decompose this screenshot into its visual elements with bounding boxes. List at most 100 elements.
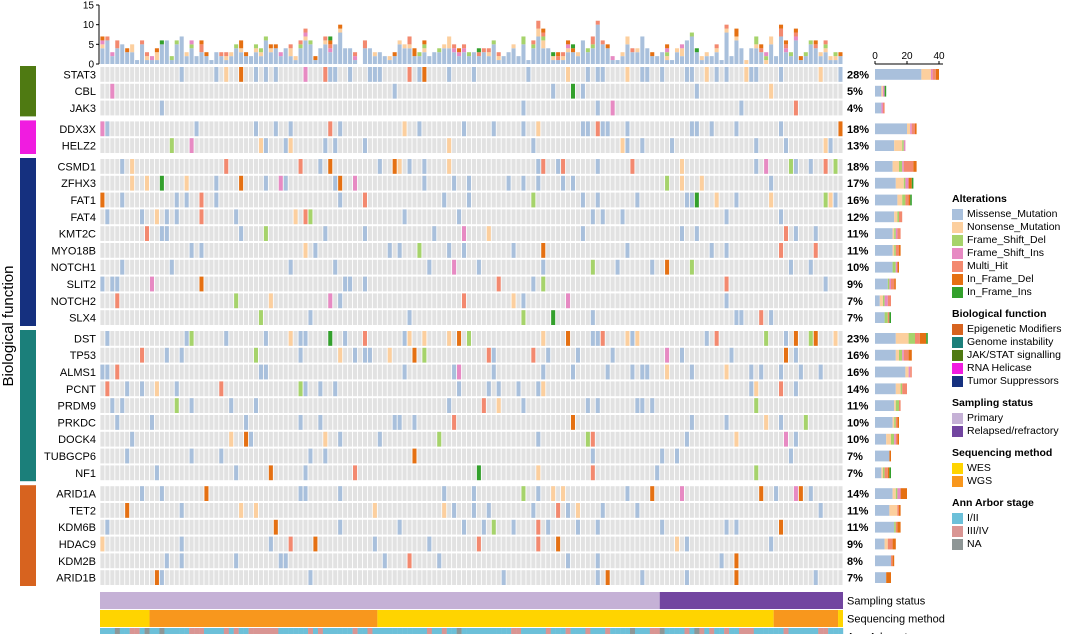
mutation-cell bbox=[734, 192, 739, 208]
top-bar-segment bbox=[665, 44, 670, 49]
group-bar-genome-instability bbox=[20, 330, 36, 482]
grid-cell bbox=[561, 503, 566, 518]
grid-cell bbox=[298, 209, 303, 225]
top-bar-segment bbox=[199, 44, 204, 53]
grid-cell bbox=[556, 226, 561, 241]
grid-cell bbox=[714, 570, 719, 585]
grid-cell bbox=[328, 138, 333, 153]
grid-cell bbox=[610, 192, 615, 208]
grid-cell bbox=[283, 519, 288, 535]
grid-cell bbox=[382, 519, 387, 535]
grid-cell bbox=[679, 553, 684, 569]
grid-cell bbox=[362, 503, 367, 518]
grid-cell bbox=[164, 448, 169, 464]
grid-cell bbox=[783, 448, 789, 464]
grid-cell bbox=[774, 331, 779, 346]
grid-cell bbox=[665, 503, 670, 518]
grid-cell bbox=[457, 226, 462, 241]
grid-cell bbox=[704, 100, 709, 116]
grid-cell bbox=[585, 226, 590, 241]
grid-cell bbox=[486, 331, 491, 346]
mutation-cell bbox=[551, 83, 556, 99]
grid-cell bbox=[362, 310, 367, 325]
grid-cell bbox=[135, 226, 140, 241]
grid-cell bbox=[798, 121, 803, 137]
grid-cell bbox=[645, 175, 650, 191]
grid-cell bbox=[670, 276, 675, 292]
grid-cell bbox=[754, 331, 759, 346]
grid-cell bbox=[496, 519, 501, 535]
grid-cell bbox=[437, 209, 442, 225]
grid-cell bbox=[427, 310, 432, 325]
grid-cell bbox=[288, 364, 293, 380]
grid-cell bbox=[115, 259, 120, 275]
grid-cell bbox=[402, 192, 407, 208]
grid-cell bbox=[749, 486, 754, 501]
grid-cell bbox=[605, 259, 610, 275]
grid-cell bbox=[377, 398, 382, 413]
grid-cell bbox=[779, 331, 784, 346]
grid-cell bbox=[541, 503, 546, 518]
grid-cell bbox=[541, 553, 546, 569]
grid-cell bbox=[338, 100, 343, 116]
grid-cell bbox=[828, 243, 833, 258]
grid-cell bbox=[288, 448, 293, 464]
mutation-cell bbox=[595, 121, 600, 137]
grid-cell bbox=[536, 67, 541, 82]
grid-cell bbox=[174, 415, 179, 430]
grid-cell bbox=[838, 259, 843, 275]
top-bar-segment bbox=[353, 56, 358, 61]
grid-cell bbox=[779, 259, 784, 275]
mutation-cell bbox=[566, 67, 571, 82]
grid-cell bbox=[739, 503, 744, 518]
grid-cell bbox=[546, 100, 551, 116]
top-bar-segment bbox=[779, 24, 784, 29]
mutation-cell bbox=[570, 83, 576, 99]
grid-cell bbox=[744, 310, 749, 325]
grid-cell bbox=[214, 465, 219, 481]
grid-cell bbox=[130, 364, 135, 380]
grid-cell bbox=[754, 226, 759, 241]
mutation-cell bbox=[303, 67, 308, 82]
grid-cell bbox=[377, 465, 382, 481]
grid-cell bbox=[833, 519, 838, 535]
grid-cell bbox=[229, 100, 234, 116]
grid-cell bbox=[348, 381, 353, 397]
grid-cell bbox=[130, 415, 135, 430]
grid-cell bbox=[833, 83, 838, 99]
grid-cell bbox=[674, 398, 680, 413]
grid-cell bbox=[590, 243, 595, 258]
grid-cell bbox=[650, 331, 655, 346]
grid-cell bbox=[600, 448, 605, 464]
grid-cell bbox=[452, 121, 457, 137]
grid-cell bbox=[427, 486, 432, 501]
grid-cell bbox=[278, 259, 283, 275]
grid-cell bbox=[714, 415, 719, 430]
grid-cell bbox=[595, 226, 600, 241]
grid-cell bbox=[427, 398, 432, 413]
grid-cell bbox=[308, 519, 313, 535]
grid-cell bbox=[407, 347, 412, 363]
grid-cell bbox=[823, 503, 828, 518]
top-bar-segment bbox=[244, 56, 249, 64]
grid-cell bbox=[551, 192, 556, 208]
mutation-cell bbox=[739, 100, 744, 116]
grid-cell bbox=[130, 276, 135, 292]
grid-cell bbox=[328, 100, 333, 116]
grid-cell bbox=[209, 570, 214, 585]
grid-cell bbox=[437, 175, 442, 191]
grid-cell bbox=[258, 536, 263, 552]
grid-cell bbox=[600, 347, 605, 363]
grid-cell bbox=[630, 226, 635, 241]
grid-cell bbox=[769, 364, 774, 380]
top-bar-segment bbox=[397, 40, 402, 45]
grid-cell bbox=[353, 364, 358, 380]
grid-cell bbox=[541, 486, 546, 501]
grid-cell bbox=[486, 448, 491, 464]
mutation-cell bbox=[828, 138, 833, 153]
grid-cell bbox=[283, 243, 288, 258]
grid-cell bbox=[357, 276, 363, 292]
grid-cell bbox=[600, 226, 605, 241]
grid-cell bbox=[521, 276, 526, 292]
grid-cell bbox=[556, 415, 561, 430]
